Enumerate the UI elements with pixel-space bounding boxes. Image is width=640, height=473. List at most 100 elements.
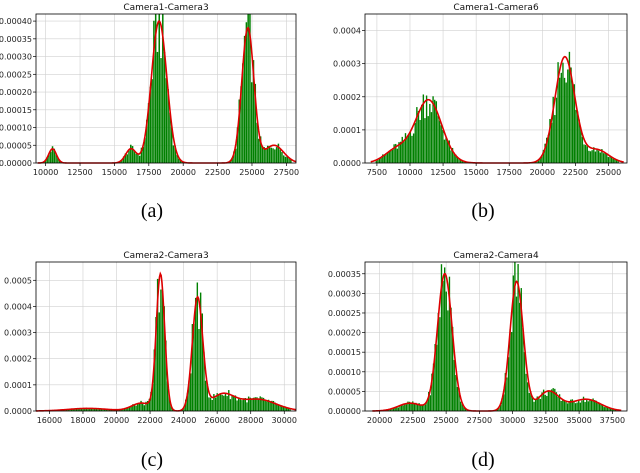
histogram-bar [506,377,508,411]
histogram-bar [385,153,387,163]
histogram-bar [445,137,447,163]
histogram-bar [146,119,148,163]
y-tick-label: 0.0001 [333,126,361,135]
histogram-bar [132,404,134,411]
y-tick-label: 0.0002 [333,93,361,102]
histogram-bar [46,157,48,163]
histogram-bar [429,395,431,411]
y-tick-label: 0.00030 [328,289,361,298]
histogram-bar [231,157,233,163]
histogram-bar [275,147,278,163]
histogram-bar [276,403,278,411]
histogram-bar [504,373,507,411]
histogram-bar [234,395,237,411]
histogram-bar [459,159,462,163]
histogram-bar [277,405,280,411]
histogram-bar [560,400,562,411]
histogram-bar [135,153,137,163]
histogram-bar [554,388,556,411]
histogram-bar [158,14,160,163]
histogram-bar [163,51,166,163]
histogram-bar [590,399,593,411]
histogram-bar [145,401,147,411]
histogram-bar [421,404,424,411]
y-tick-label: 0.0004 [4,302,32,311]
histogram-bar [415,402,417,411]
histogram-bar [190,373,192,411]
histogram-bar [448,140,451,163]
histogram-bar [414,122,416,163]
histogram-bar [171,409,174,411]
y-tick-label: 0.00025 [0,70,32,79]
histogram-bar [131,146,134,163]
x-tick-label: 22000 [137,416,162,425]
histogram-bar [123,408,126,411]
histogram-bar [588,150,590,163]
histogram-bar [249,397,251,411]
histogram-bar [85,407,88,411]
histogram-bar [265,148,267,163]
x-tick-label: 30000 [272,416,297,425]
histogram-bar [582,396,585,411]
histogram-bar [523,352,526,411]
histogram-bar [133,151,136,163]
histogram-bar [592,398,594,411]
histogram-bar [402,405,404,411]
histogram-bar [287,407,290,411]
histogram-bar [128,150,130,163]
histogram-bar [565,82,567,163]
histogram-bar [581,400,583,411]
histogram-bar [203,351,205,411]
histogram-bar [576,402,578,411]
histogram-bar [51,146,54,163]
histogram-bar [559,77,561,163]
histogram-bar [550,122,553,163]
histogram-bar [447,141,449,163]
histogram-bar [609,155,611,163]
histogram-bar [562,400,564,411]
histogram-bar [443,267,446,411]
histogram-bar [126,154,128,163]
histogram-bar [58,160,61,163]
histogram-bar [453,359,455,411]
histogram-bar [461,404,463,411]
histogram-bar [137,403,139,411]
y-tick-label: 0.0005 [4,276,32,285]
histogram-bar [261,397,263,411]
histogram-bar [615,159,618,163]
histogram-bar [580,127,582,163]
histogram-bar [112,409,114,411]
histogram-bar [546,395,548,411]
histogram-bar [256,122,258,163]
histogram-bar [581,136,584,163]
histogram-bar [284,156,287,163]
histogram-bar [242,398,245,411]
x-tick-label: 25000 [596,168,621,177]
histogram-bar [382,154,384,163]
histogram-bar [146,400,149,411]
y-tick-label: 0.00000 [0,159,32,168]
x-tick-label: 32500 [533,416,558,425]
histogram-bar [264,400,266,411]
histogram-bar [407,401,409,411]
histogram-bar [531,397,534,411]
histogram-bar [391,149,394,163]
histogram-bar [554,115,556,163]
histogram-bar [103,409,106,411]
histogram-bar [380,157,382,163]
histogram-bar [533,401,535,411]
histogram-bar [254,397,256,411]
histogram-bar [389,409,392,411]
histogram-bar [135,405,137,411]
histogram-bar [428,391,430,411]
chart-panel-4: 20000 22500 25000 27500 30000 32500 35000 37500… [328,251,628,471]
histogram-bar [418,403,420,411]
histogram-bar [552,388,554,411]
histogram-bar [549,118,551,163]
histogram-bar [427,116,429,163]
histogram-bar [571,83,574,163]
histogram-bar [601,405,604,411]
histogram-bar [547,134,550,163]
histogram-bar [377,160,379,163]
histogram-bar [221,394,223,411]
